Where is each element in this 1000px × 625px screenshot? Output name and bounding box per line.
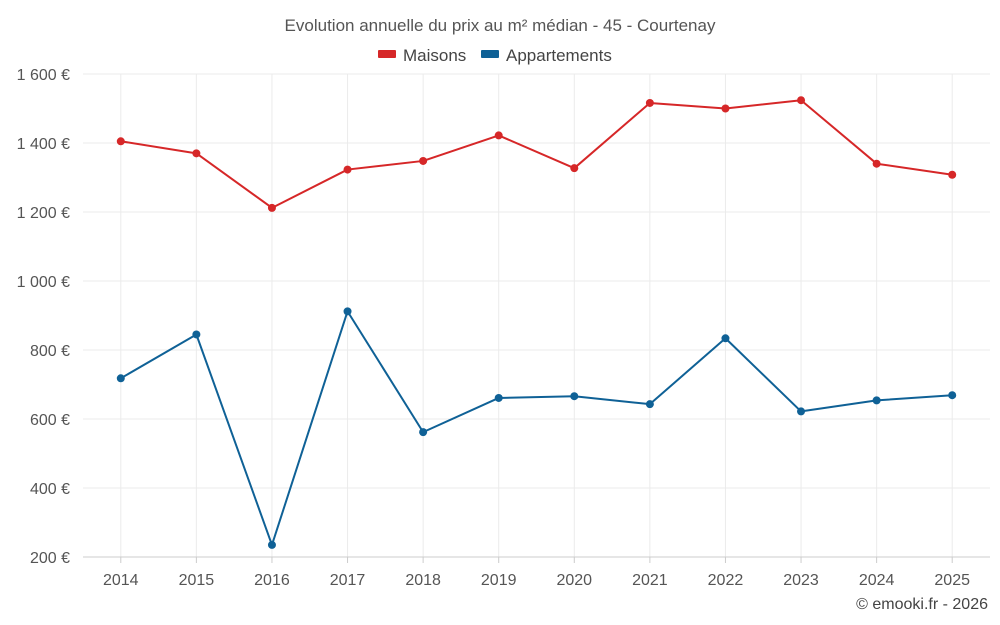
data-point-maisons[interactable] [797,96,806,105]
data-point-maisons[interactable] [192,149,201,158]
x-tick-label: 2014 [103,572,139,589]
legend-label-maisons: Maisons [403,46,466,65]
x-tick-label: 2022 [708,572,744,589]
x-tick-label: 2019 [481,572,517,589]
legend-swatch-appartements [481,50,499,58]
data-point-appartements[interactable] [872,396,881,405]
data-point-appartements[interactable] [494,393,503,402]
data-point-maisons[interactable] [419,156,428,165]
data-point-appartements[interactable] [343,307,352,316]
legend-swatch-maisons [378,50,396,58]
legend-item-appartements[interactable]: Appartements [481,46,612,65]
x-tick-label: 2020 [556,572,592,589]
y-tick-label: 800 € [30,343,70,360]
data-point-appartements[interactable] [570,392,579,401]
x-tick-label: 2017 [330,572,366,589]
legend: Maisons Appartements [378,46,612,65]
legend-item-maisons[interactable]: Maisons [378,46,466,65]
x-tick-label: 2015 [179,572,215,589]
data-point-appartements[interactable] [948,391,957,400]
data-point-maisons[interactable] [645,98,654,107]
data-point-maisons[interactable] [570,164,579,173]
data-point-appartements[interactable] [797,407,806,416]
y-tick-label: 400 € [30,481,70,498]
x-axis: 2014 2015 2016 2017 2018 2019 2020 2021 2022 2023… [83,556,990,589]
x-tick-label: 2024 [859,572,895,589]
data-point-appartements[interactable] [419,428,428,437]
chart-title: Evolution annuelle du prix au m² médian … [285,16,716,35]
data-point-appartements[interactable] [645,400,654,409]
data-point-maisons[interactable] [721,104,730,113]
legend-label-appartements: Appartements [506,46,612,65]
x-tick-label: 2025 [934,572,970,589]
x-tick-label: 2023 [783,572,819,589]
data-point-maisons[interactable] [116,137,125,146]
series [116,96,957,549]
data-point-maisons[interactable] [872,159,881,168]
data-point-maisons[interactable] [343,165,352,174]
y-tick-label: 200 € [30,550,70,567]
data-point-maisons[interactable] [948,170,957,179]
data-point-maisons[interactable] [267,203,276,212]
data-point-appartements[interactable] [116,374,125,383]
data-point-appartements[interactable] [721,334,730,343]
y-tick-label: 1 200 € [17,205,70,222]
y-axis: 200 € 400 € 600 € 800 € 1 000 € 1 200 € 1 400 … [17,67,70,567]
y-tick-label: 600 € [30,412,70,429]
x-tick-label: 2016 [254,572,290,589]
y-tick-label: 1 400 € [17,136,70,153]
series-line-appartements [120,310,953,546]
x-tick-label: 2018 [405,572,441,589]
grid [83,73,990,557]
x-tick-label: 2021 [632,572,668,589]
y-tick-label: 1 000 € [17,274,70,291]
data-point-maisons[interactable] [494,131,503,140]
credit-text: © emooki.fr - 2026 [856,596,988,613]
y-tick-label: 1 600 € [17,67,70,84]
series-line-maisons [120,99,953,209]
data-point-appartements[interactable] [267,540,276,549]
data-point-appartements[interactable] [192,330,201,339]
